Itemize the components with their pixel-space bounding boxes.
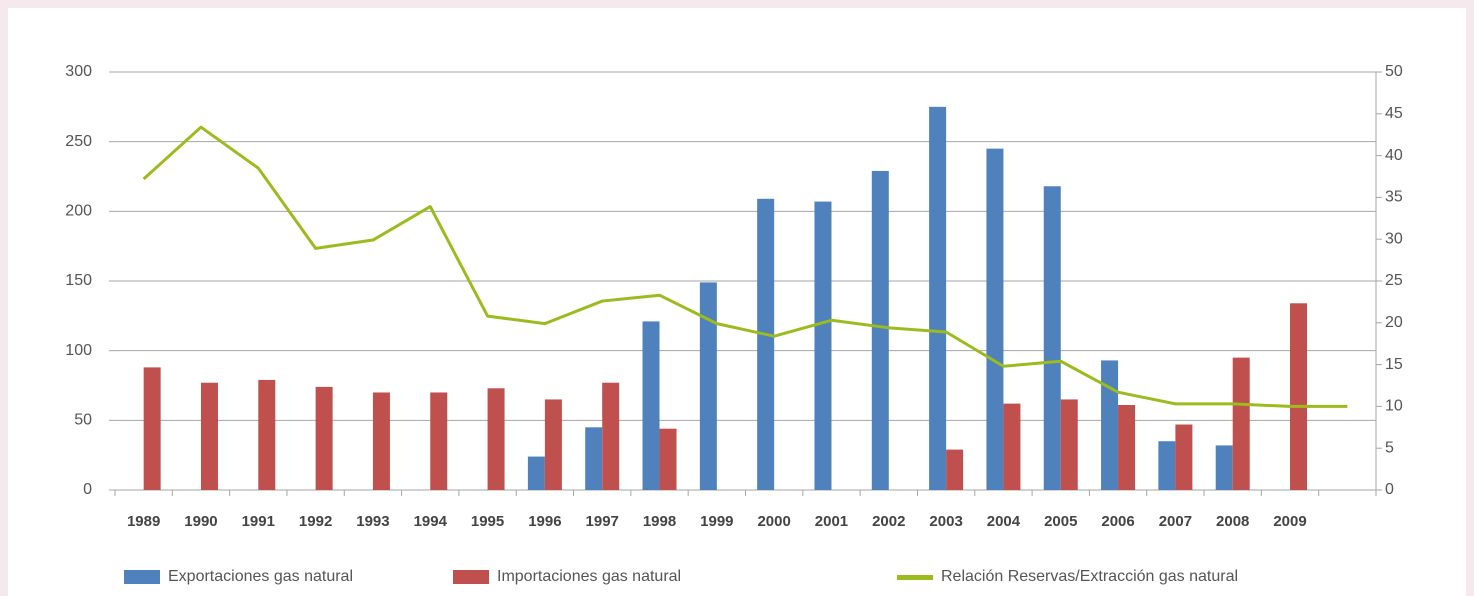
y-tick-label: 250: [65, 133, 92, 150]
bar: [986, 148, 1004, 490]
x-tick-label: 1998: [643, 513, 676, 530]
x-tick-label: 1994: [414, 513, 448, 530]
bar: [200, 382, 218, 490]
x-tick-label: 2009: [1273, 513, 1306, 530]
x-tick-label: 2003: [929, 513, 962, 530]
bar: [430, 392, 448, 490]
y-tick-label: 50: [74, 412, 92, 429]
x-tick-label: 2008: [1216, 513, 1249, 530]
y2-tick-label: 5: [1385, 439, 1394, 456]
bar: [1290, 303, 1308, 490]
bar: [871, 170, 889, 490]
y2-tick-label: 35: [1385, 189, 1403, 206]
x-tick-label: 2007: [1159, 513, 1192, 530]
x-tick-label: 1990: [184, 513, 217, 530]
bar: [757, 198, 775, 490]
x-tick-label: 2002: [872, 513, 905, 530]
bar: [372, 392, 390, 490]
y2-tick-label: 15: [1385, 356, 1403, 373]
legend-label: Exportaciones gas natural: [168, 568, 353, 585]
bar: [1043, 186, 1061, 490]
y-tick-label: 300: [65, 63, 92, 80]
bar: [258, 379, 276, 490]
y2-tick-label: 10: [1385, 398, 1403, 415]
y2-tick-label: 50: [1385, 63, 1403, 80]
bar: [642, 321, 660, 490]
y-tick-label: 200: [65, 203, 92, 220]
bar: [1215, 445, 1233, 490]
bar: [1158, 441, 1176, 490]
y2-tick-label: 30: [1385, 230, 1403, 247]
y-tick-label: 0: [83, 481, 92, 498]
x-tick-label: 1992: [299, 513, 332, 530]
bar: [315, 386, 333, 490]
x-tick-label: 2004: [987, 513, 1021, 530]
x-tick-label: 1991: [242, 513, 275, 530]
bar: [527, 456, 545, 490]
bar: [814, 201, 832, 490]
bar: [1232, 357, 1250, 490]
y2-tick-label: 0: [1385, 481, 1394, 498]
legend-label: Relación Reservas/Extracción gas natural: [941, 568, 1238, 585]
y2-tick-label: 40: [1385, 147, 1403, 164]
bar: [699, 282, 717, 490]
y2-tick-label: 20: [1385, 314, 1403, 331]
x-tick-label: 1989: [127, 513, 160, 530]
bar: [1101, 360, 1119, 490]
y2-tick-label: 45: [1385, 105, 1403, 122]
y2-tick-label: 25: [1385, 272, 1403, 289]
x-tick-label: 2006: [1101, 513, 1134, 530]
x-tick-label: 1997: [586, 513, 619, 530]
line: [142, 125, 1348, 408]
bar: [929, 106, 947, 490]
x-tick-label: 1999: [700, 513, 733, 530]
bar: [659, 428, 677, 490]
legend-swatch: [453, 570, 489, 584]
x-tick-label: 2000: [757, 513, 790, 530]
x-tick-label: 1993: [356, 513, 389, 530]
bar: [1003, 403, 1021, 490]
bar: [1175, 424, 1193, 490]
bar: [585, 427, 603, 490]
legend-swatch: [897, 575, 933, 580]
bar: [602, 382, 620, 490]
bar: [143, 367, 161, 490]
legend-label: Importaciones gas natural: [497, 568, 681, 585]
y-tick-label: 150: [65, 272, 92, 289]
panel: [8, 8, 1466, 596]
bar: [1118, 405, 1136, 490]
x-tick-label: 2005: [1044, 513, 1077, 530]
y-tick-label: 100: [65, 342, 92, 359]
x-tick-label: 1996: [528, 513, 561, 530]
x-tick-label: 1995: [471, 513, 504, 530]
x-tick-label: 2001: [815, 513, 848, 530]
legend-swatch: [124, 570, 160, 584]
bar: [487, 388, 505, 490]
bar: [1060, 399, 1078, 490]
bar: [544, 399, 562, 490]
bar: [946, 449, 964, 490]
